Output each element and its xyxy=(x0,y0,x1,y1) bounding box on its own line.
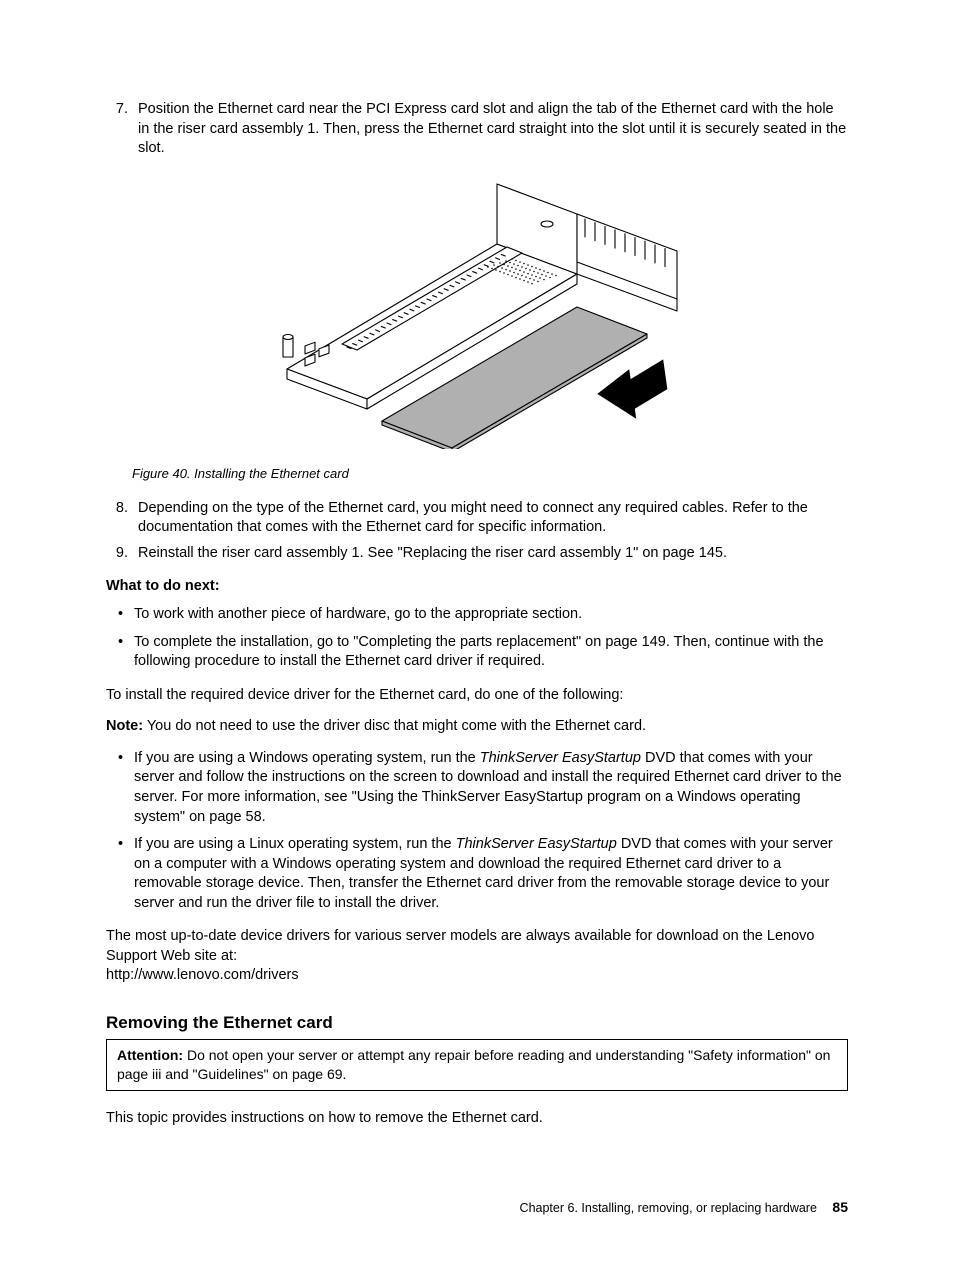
step-7-text: Position the Ethernet card near the PCI … xyxy=(138,101,846,156)
what-next-heading: What to do next: xyxy=(106,577,848,597)
ethernet-card-diagram xyxy=(247,179,707,449)
driver-note: Note: You do not need to use the driver … xyxy=(106,717,848,737)
attention-label: Attention: xyxy=(117,1047,183,1063)
driver-bullets: If you are using a Windows operating sys… xyxy=(106,749,848,914)
ordered-steps-b: Depending on the type of the Ethernet ca… xyxy=(106,499,848,564)
note-text: You do not need to use the driver disc t… xyxy=(147,718,646,734)
what-next-list: To work with another piece of hardware, … xyxy=(106,605,848,672)
driver-outro-text: The most up-to-date device drivers for v… xyxy=(106,928,814,964)
driver-bullet-windows-pre: If you are using a Windows operating sys… xyxy=(134,750,480,766)
attention-box: Attention: Do not open your server or at… xyxy=(106,1039,848,1091)
figure-label-prefix: Figure 40. xyxy=(132,466,191,481)
topic-intro: This topic provides instructions on how … xyxy=(106,1109,848,1129)
note-label: Note: xyxy=(106,718,143,734)
step-9: Reinstall the riser card assembly 1. See… xyxy=(132,544,848,564)
figure-40 xyxy=(106,179,848,456)
easystartup-italic-1: ThinkServer EasyStartup xyxy=(480,750,641,766)
section-heading-removing: Removing the Ethernet card xyxy=(106,1012,848,1035)
step-8-text: Depending on the type of the Ethernet ca… xyxy=(138,500,808,536)
what-next-item-2: To complete the installation, go to "Com… xyxy=(118,633,848,672)
what-next-item-1: To work with another piece of hardware, … xyxy=(118,605,848,625)
driver-outro: The most up-to-date device drivers for v… xyxy=(106,927,848,986)
attention-text: Do not open your server or attempt any r… xyxy=(117,1047,830,1082)
step-9-text: Reinstall the riser card assembly 1. See… xyxy=(138,545,727,561)
ordered-steps-a: Position the Ethernet card near the PCI … xyxy=(106,100,848,159)
page-footer: Chapter 6. Installing, removing, or repl… xyxy=(106,1198,848,1217)
footer-chapter: Chapter 6. Installing, removing, or repl… xyxy=(520,1201,817,1215)
driver-bullet-linux: If you are using a Linux operating syste… xyxy=(118,835,848,913)
step-7: Position the Ethernet card near the PCI … xyxy=(132,100,848,159)
step-8: Depending on the type of the Ethernet ca… xyxy=(132,499,848,538)
footer-page-number: 85 xyxy=(832,1199,848,1215)
driver-bullet-linux-pre: If you are using a Linux operating syste… xyxy=(134,836,456,852)
figure-caption: Figure 40. Installing the Ethernet card xyxy=(106,465,848,483)
easystartup-italic-2: ThinkServer EasyStartup xyxy=(456,836,617,852)
driver-bullet-windows: If you are using a Windows operating sys… xyxy=(118,749,848,827)
figure-label-text: Installing the Ethernet card xyxy=(194,466,349,481)
driver-outro-url: http://www.lenovo.com/drivers xyxy=(106,967,299,983)
driver-intro: To install the required device driver fo… xyxy=(106,686,848,706)
